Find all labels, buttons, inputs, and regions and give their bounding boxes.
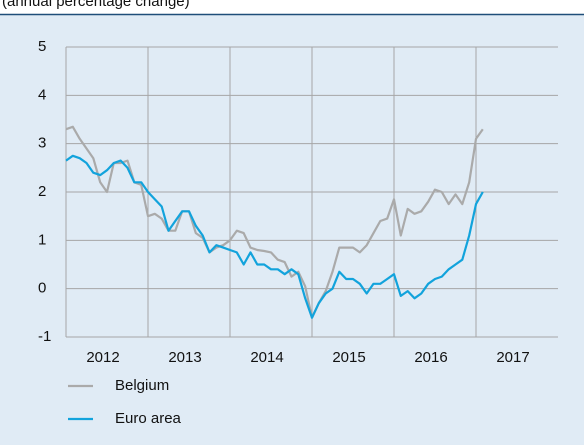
x-tick-label: 2013 xyxy=(168,349,201,366)
x-tick-label: 2017 xyxy=(496,349,529,366)
legend-label: Euro area xyxy=(115,410,182,427)
panel-background xyxy=(0,15,584,445)
y-tick-label: 3 xyxy=(38,135,46,152)
y-tick-label: 0 xyxy=(38,280,46,297)
y-tick-label: 4 xyxy=(38,86,46,103)
y-tick-label: 5 xyxy=(38,38,46,55)
y-tick-label: -1 xyxy=(38,328,51,345)
x-tick-label: 2014 xyxy=(250,349,283,366)
y-tick-label: 1 xyxy=(38,231,46,248)
x-tick-label: 2016 xyxy=(414,349,447,366)
chart-subtitle: (annual percentage change) xyxy=(2,0,190,10)
legend-label: Belgium xyxy=(115,377,169,394)
line-series xyxy=(65,154,484,319)
x-tick-label: 2012 xyxy=(86,349,119,366)
y-tick-label: 2 xyxy=(38,183,46,200)
x-tick-label: 2015 xyxy=(332,349,365,366)
